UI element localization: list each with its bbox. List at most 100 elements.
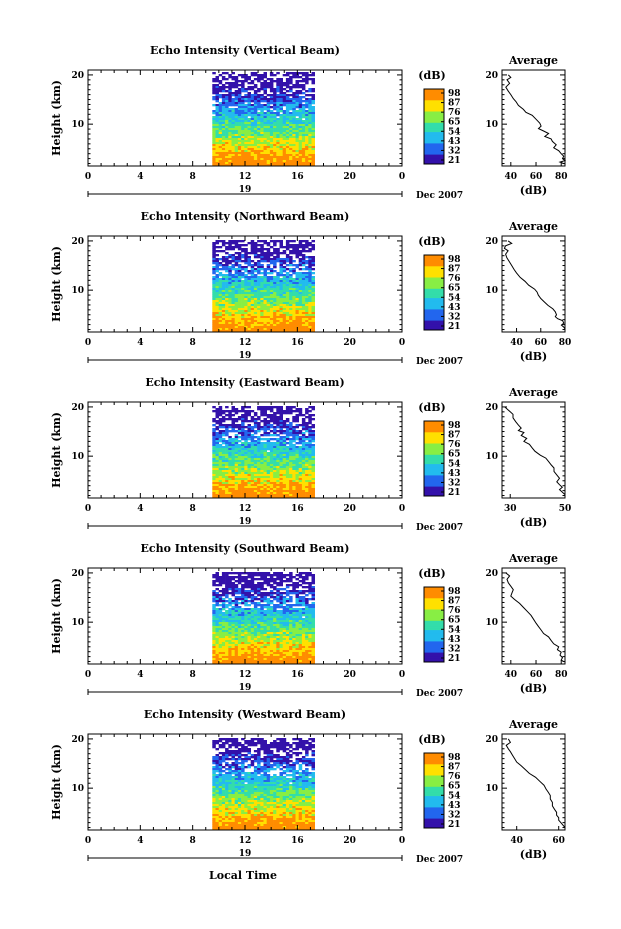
heatmap-cell	[305, 430, 309, 433]
heatmap-cell	[218, 86, 223, 89]
heatmap-cell	[225, 118, 229, 121]
heatmap-cell	[282, 480, 287, 483]
heatmap-cell	[234, 158, 239, 161]
heatmap-cell	[247, 110, 251, 113]
heatmap-cell	[301, 440, 306, 443]
heatmap-cell	[250, 304, 255, 307]
heatmap-cell	[260, 142, 264, 145]
heatmap-cell	[241, 580, 245, 583]
heatmap-cell	[298, 600, 303, 603]
heatmap-cell	[260, 140, 264, 143]
heatmap-cell	[234, 112, 239, 115]
heatmap-cell	[289, 412, 293, 415]
heatmap-cell	[273, 414, 277, 417]
heatmap-cell	[260, 126, 264, 129]
heatmap-cell	[289, 120, 293, 123]
heatmap-cell	[237, 246, 242, 249]
heatmap-cell	[305, 328, 309, 331]
heatmap-cell	[305, 312, 309, 315]
heatmap-cell	[234, 452, 239, 455]
heatmap-cell	[298, 92, 303, 95]
heatmap-cell	[311, 494, 315, 497]
heatmap-cell	[301, 306, 306, 309]
heatmap-cell	[301, 150, 306, 153]
heatmap-cell	[215, 154, 219, 157]
heatmap-cell	[241, 584, 245, 587]
heatmap-cell	[273, 94, 277, 97]
heatmap-cell	[225, 72, 229, 75]
heatmap-cell	[305, 284, 309, 287]
colorbar-segment	[424, 432, 444, 435]
colorbar-segment	[424, 305, 444, 308]
heatmap-cell	[247, 492, 251, 495]
heatmap-cell	[273, 130, 277, 133]
heatmap-cell	[257, 136, 261, 139]
heatmap-cell	[237, 446, 242, 449]
heatmap-cell	[212, 476, 216, 479]
heatmap-cell	[285, 322, 290, 325]
heatmap-cell	[218, 250, 223, 253]
heatmap-cell	[218, 108, 223, 111]
heatmap-cell	[276, 584, 280, 587]
heatmap-cell	[308, 312, 312, 315]
heatmap-cell	[305, 152, 309, 155]
heatmap-cell	[292, 112, 296, 115]
heatmap-cell	[247, 272, 251, 275]
heatmap-cell	[260, 132, 264, 135]
heatmap-cell	[305, 316, 309, 319]
heatmap-cell	[285, 94, 290, 97]
heatmap-cell	[244, 96, 248, 99]
heatmap-cell	[269, 72, 274, 75]
day-axis-ends	[87, 191, 403, 197]
heatmap-cell	[311, 162, 315, 165]
heatmap-cell	[311, 276, 315, 279]
heatmap-cell	[263, 126, 267, 129]
heatmap-cell	[279, 300, 283, 303]
heatmap-cell	[308, 492, 312, 495]
heatmap-cell	[273, 106, 277, 109]
heatmap-cell	[221, 580, 226, 583]
heatmap-cell	[273, 470, 277, 473]
heatmap-cell	[225, 452, 229, 455]
heatmap-cell	[289, 456, 293, 459]
heatmap-cell	[234, 130, 239, 133]
heatmap-cell	[266, 330, 271, 333]
heatmap-cell	[253, 270, 258, 273]
heatmap-cell	[253, 104, 258, 107]
heatmap-cell	[282, 150, 287, 153]
heatmap-cell	[273, 98, 277, 101]
heatmap-cell	[266, 606, 271, 609]
heatmap-cell	[250, 468, 255, 471]
heatmap-cell	[308, 314, 312, 317]
heatmap-cell	[228, 448, 232, 451]
heatmap-cell	[237, 142, 242, 145]
heatmap-cell	[221, 298, 226, 301]
heatmap-cell	[289, 476, 293, 479]
heatmap-cell	[247, 96, 251, 99]
heatmap-cell	[234, 324, 239, 327]
heatmap-cell	[215, 422, 219, 425]
colorbar-segment	[424, 322, 444, 325]
heatmap-cell	[234, 602, 239, 605]
heatmap-cell	[241, 462, 245, 465]
heatmap-cell	[212, 284, 216, 287]
heatmap-cell	[311, 258, 315, 261]
heatmap-cell	[285, 300, 290, 303]
heatmap-cell	[215, 146, 219, 149]
heatmap-cell	[263, 444, 267, 447]
heatmap-cell	[221, 102, 226, 105]
heatmap-cell	[269, 460, 274, 463]
heatmap-cell	[228, 148, 232, 151]
heatmap-cell	[311, 472, 315, 475]
heatmap-cell	[311, 128, 315, 131]
heatmap-cell	[231, 152, 235, 155]
heatmap-cell	[212, 472, 216, 475]
heatmap-cell	[250, 114, 255, 117]
heatmap-cell	[257, 416, 261, 419]
heatmap-cell	[234, 438, 239, 441]
heatmap-cell	[215, 262, 219, 265]
heatmap-cell	[295, 280, 299, 283]
heatmap-cell	[231, 484, 235, 487]
heatmap-cell	[218, 480, 223, 483]
heatmap-cell	[228, 284, 232, 287]
